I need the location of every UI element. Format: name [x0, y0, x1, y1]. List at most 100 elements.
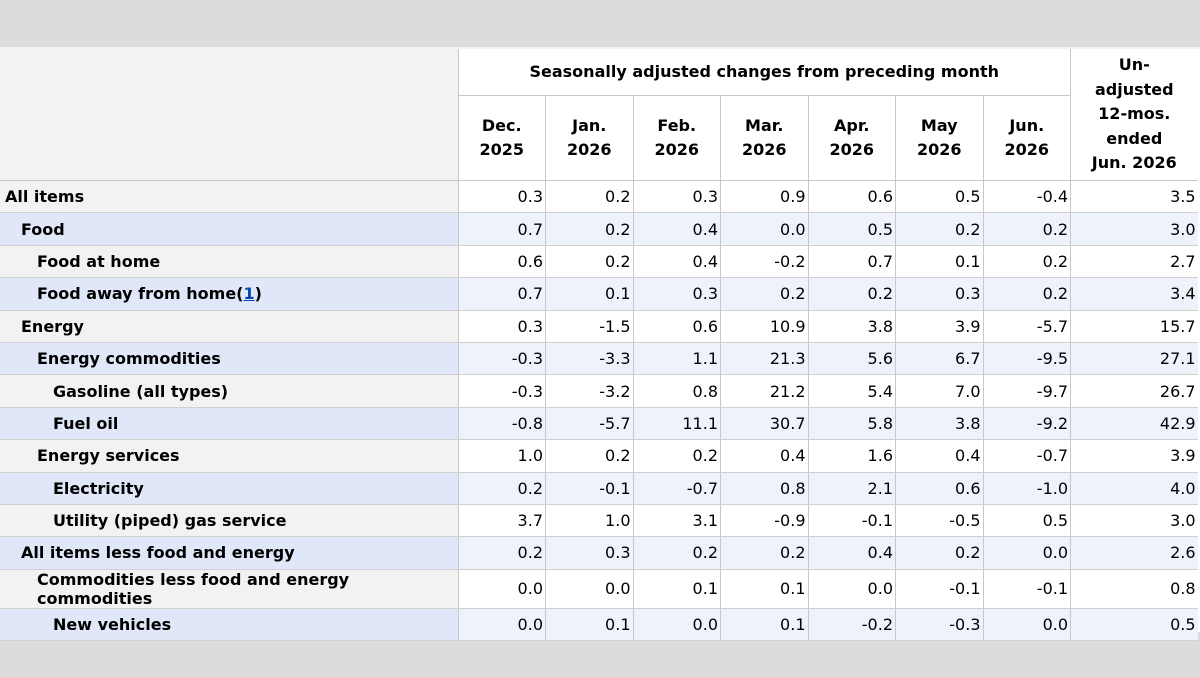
table-body: All items 0.3 0.2 0.3 0.9 0.6 0.5 -0.4 3.5 Food 0.…: [0, 180, 1198, 642]
annual-header-line: Un-: [1118, 55, 1150, 75]
month-header: Apr. 2026: [807, 95, 896, 181]
table-row: Gasoline (all types) -0.3 -3.2 0.8 21.2 5.4 7.…: [0, 374, 1198, 408]
row-label-cell: All items less food and energy: [0, 536, 458, 570]
monthly-value-cell: 3.7: [457, 504, 546, 538]
monthly-value-cell: 1.1: [632, 342, 721, 376]
group-header: Seasonally adjusted changes from precedi…: [457, 49, 1071, 96]
annual-value-cell: 3.9: [1070, 439, 1198, 473]
monthly-value-cell: -5.7: [545, 407, 633, 441]
monthly-value-cell: 0.6: [632, 310, 721, 343]
footnote-link[interactable]: 1: [243, 284, 255, 304]
monthly-value-cell: 0.3: [895, 277, 983, 311]
row-label: All items: [5, 187, 85, 207]
monthly-value-cell: 0.4: [632, 245, 721, 279]
row-label: Fuel oil: [53, 413, 119, 433]
row-label: Energy commodities: [37, 349, 221, 369]
annual-header-line: adjusted: [1094, 79, 1174, 99]
monthly-value-cell: 0.3: [457, 310, 546, 343]
annual-value-cell: 3.5: [1070, 180, 1198, 214]
annual-value-cell: 2.6: [1070, 536, 1198, 570]
monthly-value-cell: 0.1: [632, 569, 721, 609]
row-label-cell: Food: [0, 212, 458, 246]
row-label: Food at home: [37, 251, 161, 271]
cpi-table-container: Seasonally adjusted changes from precedi…: [0, 47, 1200, 642]
monthly-value-cell: 0.7: [457, 277, 546, 311]
annual-value-cell: 3.0: [1070, 504, 1198, 538]
monthly-value-cell: 0.0: [982, 536, 1071, 570]
monthly-value-cell: 0.5: [807, 212, 896, 246]
table-row: Energy commodities -0.3 -3.3 1.1 21.3 5.6 6.7-…: [0, 342, 1198, 376]
row-label: Electricity: [53, 478, 144, 498]
monthly-value-cell: 10.9: [720, 310, 808, 343]
annual-header-line: 12-mos.: [1098, 104, 1171, 124]
monthly-value-cell: 3.9: [895, 310, 983, 343]
monthly-value-cell: 0.2: [807, 277, 896, 311]
monthly-value-cell: 0.4: [632, 212, 721, 246]
monthly-value-cell: 0.2: [895, 536, 983, 570]
monthly-value-cell: 1.6: [807, 439, 896, 473]
annual-value-cell: 0.5: [1070, 608, 1198, 642]
monthly-value-cell: -9.2: [982, 407, 1071, 441]
row-label-cell: Fuel oil: [0, 407, 458, 441]
table-row: All items 0.3 0.2 0.3 0.9 0.6 0.5 -0.4 3.5: [0, 180, 1198, 214]
monthly-value-cell: 0.2: [720, 536, 808, 570]
monthly-value-cell: 11.1: [632, 407, 721, 441]
monthly-value-cell: 0.2: [457, 536, 546, 570]
cpi-table: Seasonally adjusted changes from precedi…: [0, 49, 1198, 642]
monthly-value-cell: 0.1: [895, 245, 983, 279]
monthly-value-cell: -0.9: [720, 504, 808, 538]
row-label: New vehicles: [53, 614, 172, 634]
monthly-value-cell: 0.2: [545, 439, 633, 473]
monthly-value-cell: 0.2: [720, 277, 808, 311]
table-row: Energy 0.3 -1.5 0.6 10.9 3.8 3.9 -5.7 15.7: [0, 310, 1198, 343]
table-row: Commodities less food and energy commodi…: [0, 569, 1198, 609]
monthly-value-cell: 0.7: [457, 212, 546, 246]
annual-value-cell: 15.7: [1070, 310, 1198, 343]
month-header: Jan. 2026: [545, 95, 633, 181]
monthly-value-cell: 0.0: [982, 608, 1071, 642]
row-label: All items less food and energy: [21, 543, 295, 563]
monthly-value-cell: 7.0: [895, 374, 983, 408]
monthly-value-cell: 0.0: [720, 212, 808, 246]
row-label-cell: Food away from home(1): [0, 277, 458, 311]
table-row: Fuel oil -0.8 -5.7 11.1 30.7 5.8 3.8 -9.2 42.9: [0, 407, 1198, 441]
monthly-value-cell: 21.3: [720, 342, 808, 376]
monthly-value-cell: -0.3: [457, 374, 546, 408]
monthly-value-cell: 6.7: [895, 342, 983, 376]
annual-value-cell: 3.0: [1070, 212, 1198, 246]
monthly-value-cell: 0.2: [632, 439, 721, 473]
monthly-value-cell: -0.2: [807, 608, 896, 642]
table-row: Food away from home(1) 0.7 0.1 0.3 0.2 0.2 0.3…: [0, 277, 1198, 311]
monthly-value-cell: 0.6: [457, 245, 546, 279]
monthly-value-cell: 0.4: [895, 439, 983, 473]
monthly-value-cell: 0.2: [457, 472, 546, 505]
monthly-value-cell: 0.0: [807, 569, 896, 609]
monthly-value-cell: 0.1: [720, 569, 808, 609]
monthly-value-cell: 0.2: [982, 277, 1071, 311]
monthly-value-cell: 0.7: [807, 245, 896, 279]
table-row: Food 0.7 0.2 0.4 0.0 0.5 0.2 0.2 3.0: [0, 212, 1198, 246]
monthly-value-cell: 0.0: [545, 569, 633, 609]
row-label: Food away from home: [37, 284, 237, 304]
monthly-value-cell: 1.0: [545, 504, 633, 538]
monthly-value-cell: 0.4: [720, 439, 808, 473]
monthly-value-cell: 5.4: [807, 374, 896, 408]
monthly-value-cell: 0.2: [545, 212, 633, 246]
table-row: New vehicles 0.0 0.1 0.0 0.1 -0.2 -0.3 0.0 0.5: [0, 608, 1198, 642]
monthly-value-cell: 0.1: [545, 608, 633, 642]
monthly-value-cell: 0.6: [807, 180, 896, 214]
table-row: All items less food and energy 0.2 0.3 0.2 0…: [0, 536, 1198, 570]
monthly-value-cell: 0.2: [545, 245, 633, 279]
monthly-value-cell: 5.8: [807, 407, 896, 441]
month-header: Feb. 2026: [632, 95, 721, 181]
row-label: Energy: [21, 316, 84, 336]
monthly-value-cell: -0.4: [982, 180, 1071, 214]
monthly-value-cell: -0.3: [895, 608, 983, 642]
monthly-value-cell: 0.9: [720, 180, 808, 214]
monthly-value-cell: -0.3: [457, 342, 546, 376]
row-label-cell: Energy: [0, 310, 458, 343]
row-label: Food: [21, 219, 65, 239]
month-header: Dec. 2025: [457, 95, 546, 181]
month-header: Mar. 2026: [720, 95, 808, 181]
monthly-value-cell: 0.1: [545, 277, 633, 311]
